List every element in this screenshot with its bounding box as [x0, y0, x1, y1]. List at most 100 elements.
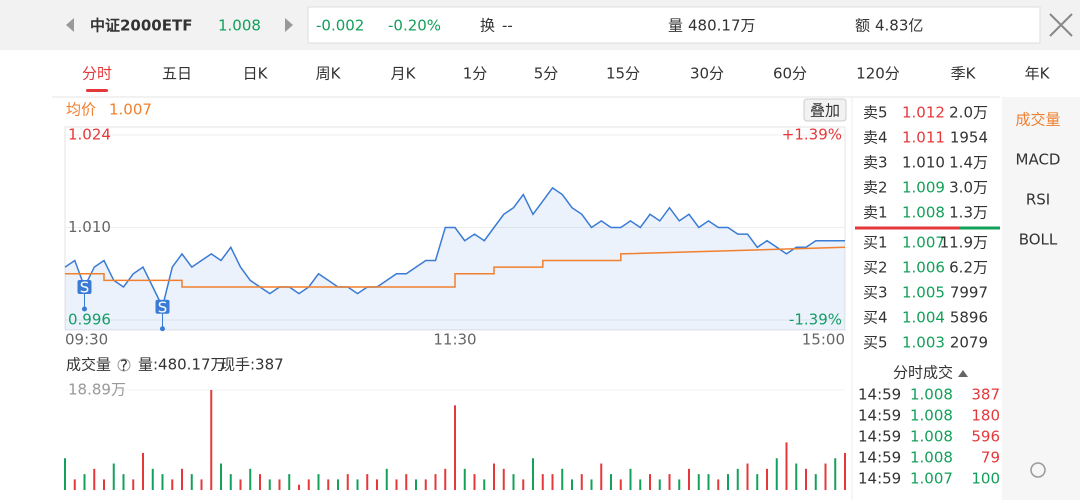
- volume-bar: [805, 468, 807, 490]
- volume-bar: [288, 474, 291, 490]
- sort-icon[interactable]: [958, 370, 968, 377]
- volume-bar: [161, 474, 164, 490]
- trade-price: 1.008: [910, 407, 953, 425]
- volume-bar: [697, 474, 700, 490]
- volume-bar: [561, 468, 564, 490]
- volume-bar: [785, 442, 788, 490]
- tab-underline: [86, 89, 108, 92]
- side-menu-item[interactable]: MACD: [1016, 151, 1061, 169]
- trade-time: 14:59: [858, 470, 901, 488]
- tab[interactable]: 季K: [951, 65, 977, 83]
- volume-bar: [512, 474, 515, 490]
- volume-bar: [541, 474, 544, 490]
- tab[interactable]: 5分: [534, 65, 559, 83]
- tab[interactable]: 分时: [82, 65, 112, 83]
- trade-time: 14:59: [858, 386, 901, 404]
- volume-bar: [668, 474, 671, 490]
- signal-badge[interactable]: [155, 299, 170, 314]
- side-panel: [1002, 97, 1080, 500]
- signal-label: S: [158, 298, 168, 316]
- side-menu-item[interactable]: BOLL: [1019, 231, 1058, 249]
- tab[interactable]: 五日: [162, 65, 192, 83]
- overlay-button[interactable]: [803, 98, 847, 122]
- turnover: --: [502, 17, 513, 35]
- book-price: 1.007: [902, 234, 945, 252]
- volume-last: 现手:387: [220, 356, 284, 374]
- tab[interactable]: 月K: [391, 65, 417, 83]
- book-volume: 5896: [950, 309, 988, 327]
- volume-bar: [483, 479, 486, 490]
- volume-bar: [727, 474, 729, 490]
- signal-badge[interactable]: [77, 279, 92, 294]
- volume-bar: [83, 474, 86, 490]
- volume-bar: [103, 479, 105, 490]
- tab[interactable]: 周K: [316, 65, 342, 83]
- tab[interactable]: 年K: [1025, 65, 1051, 83]
- y-tick-label: 18.89万: [68, 381, 126, 399]
- volume-bar: [249, 468, 252, 490]
- settings-icon[interactable]: [1030, 462, 1046, 478]
- book-price: 1.005: [902, 284, 945, 302]
- volume-bar: [298, 484, 300, 490]
- book-volume: 1.4万: [949, 154, 988, 172]
- tab[interactable]: 120分: [856, 65, 900, 83]
- volume-bar: [268, 479, 271, 490]
- book-price: 1.008: [902, 204, 945, 222]
- trade-price: 1.008: [910, 386, 953, 404]
- book-label: 买2: [863, 259, 888, 277]
- volume-bar: [493, 463, 495, 490]
- volume-bar: [415, 479, 417, 490]
- volume-bar: [463, 468, 466, 490]
- volume-bar: [317, 474, 320, 490]
- book-label: 买1: [863, 234, 888, 252]
- x-tick-label: 09:30: [65, 331, 108, 349]
- volume-bar: [171, 479, 174, 490]
- close-button[interactable]: [1049, 13, 1073, 37]
- volume-bar: [795, 463, 798, 490]
- next-arrow[interactable]: [285, 18, 293, 32]
- volume-bar: [307, 479, 310, 490]
- prev-arrow[interactable]: [66, 18, 74, 32]
- side-menu-item[interactable]: RSI: [1026, 191, 1050, 209]
- help-icon[interactable]: [117, 358, 131, 372]
- volume-bar: [220, 463, 222, 490]
- book-price: 1.003: [902, 334, 945, 352]
- signal-label: S: [80, 278, 90, 296]
- volume-bar: [580, 474, 583, 490]
- volume-bar: [454, 405, 456, 490]
- volume-bar: [385, 468, 388, 490]
- trade-price: 1.008: [910, 449, 953, 467]
- overlay-label: 叠加: [810, 102, 840, 120]
- tab[interactable]: 30分: [690, 65, 724, 83]
- trade-volume: 596: [971, 428, 1000, 446]
- avg-value: 1.007: [109, 101, 152, 119]
- change-pct: -0.20%: [388, 17, 441, 35]
- trade-price: 1.007: [910, 470, 953, 488]
- x-tick-label: 15:00: [802, 331, 845, 349]
- trades-title: 分时成交: [893, 364, 953, 382]
- y2-tick-label: +1.39%: [782, 126, 842, 144]
- volume-bar: [73, 479, 76, 490]
- volume-bar: [678, 479, 681, 490]
- trade-price: 1.008: [910, 428, 953, 446]
- book-volume: 7997: [950, 284, 988, 302]
- volume-bar: [122, 474, 125, 490]
- volume-label: 量: [668, 17, 683, 35]
- turnover-label: 换: [480, 17, 495, 35]
- side-menu-item[interactable]: 成交量: [1015, 111, 1060, 129]
- tab[interactable]: 日K: [243, 65, 269, 83]
- volume-bar: [278, 479, 281, 490]
- tab[interactable]: 60分: [773, 65, 807, 83]
- volume-bar: [522, 479, 525, 490]
- tab[interactable]: 1分: [463, 65, 488, 83]
- volume-bar: [756, 474, 759, 490]
- plot-frame: [64, 126, 846, 331]
- tab[interactable]: 15分: [606, 65, 640, 83]
- book-price: 1.012: [902, 104, 945, 122]
- volume-bar: [658, 479, 661, 490]
- book-label: 卖3: [863, 154, 888, 172]
- book-price: 1.011: [902, 129, 945, 147]
- book-price: 1.004: [902, 309, 945, 327]
- volume-bar: [239, 479, 242, 490]
- volume-bar: [746, 463, 749, 490]
